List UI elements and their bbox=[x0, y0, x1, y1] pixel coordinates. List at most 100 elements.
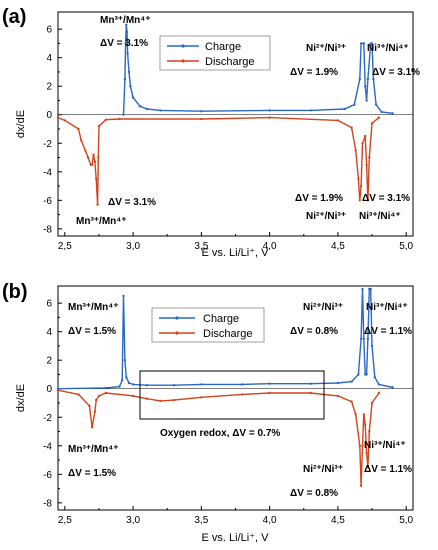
panel-a-xtick-label: 4,0 bbox=[263, 241, 277, 252]
panel-a-charge-point bbox=[362, 42, 365, 45]
panel-a-charge-point bbox=[127, 70, 131, 74]
panel-a: (a) 2,5 3,0 3,5 4,0 4,5 5,0 -8 -6 -4 -2 0 2 4 6 E vs.… bbox=[2, 6, 420, 259]
panel-b-discharge-point bbox=[90, 426, 94, 429]
panel-a-charge-point bbox=[125, 23, 128, 26]
panel-b-annot-mn-charge: Mn³⁺/Mn⁴⁺ bbox=[68, 302, 119, 313]
panel-a-annot-ni34-discharge-dv: ΔV = 3.1% bbox=[362, 193, 410, 204]
panel-a-discharge-point bbox=[358, 199, 361, 202]
panel-b-charge-point bbox=[369, 287, 372, 291]
panel-b-discharge-point bbox=[56, 389, 60, 392]
panel-a-discharge-point bbox=[359, 184, 363, 188]
panel-a-charge-point bbox=[365, 99, 368, 102]
panel-b-xtick-label: 5,0 bbox=[399, 515, 413, 526]
panel-a-discharge-point bbox=[370, 122, 374, 125]
panel-b-discharge-point bbox=[368, 430, 371, 433]
panel-a-charge-point bbox=[374, 103, 378, 106]
panel-b-ytick-label: 2 bbox=[46, 356, 52, 367]
panel-b-charge-point bbox=[122, 294, 125, 298]
panel-a-letter: (a) bbox=[2, 6, 26, 28]
panel-b-annot-ni23-charge-dv: ΔV = 0.8% bbox=[290, 326, 338, 337]
oxygen-redox-label: Oxygen redox, ΔV = 0.7% bbox=[160, 428, 280, 439]
panel-a-ytick-label: 6 bbox=[46, 25, 52, 36]
panel-a-charge-point bbox=[370, 42, 374, 45]
panel-a-annot-mn-charge: Mn³⁺/Mn⁴⁺ bbox=[100, 15, 151, 26]
panel-b-annot-ni34-discharge-dv: ΔV = 1.1% bbox=[364, 464, 412, 475]
panel-a-discharge-point bbox=[200, 117, 203, 121]
panel-a-discharge-line bbox=[57, 116, 380, 206]
panel-a-discharge-point bbox=[368, 156, 371, 159]
oxygen-redox-box bbox=[139, 370, 325, 420]
panel-b-ytick-label: -6 bbox=[43, 470, 52, 481]
panel-a-ticks: 2,5 3,0 3,5 4,0 4,5 5,0 -8 -6 -4 -2 0 2 4 6 bbox=[43, 25, 413, 252]
panel-b-annot-ni34-discharge: Ni³⁺/Ni⁴⁺ bbox=[364, 440, 406, 451]
panel-b-legend-discharge-marker bbox=[175, 331, 179, 335]
panel-b-ytick-label: 0 bbox=[46, 384, 52, 395]
panel-b-charge-point bbox=[145, 384, 148, 387]
panel-a-discharge-point bbox=[350, 126, 353, 129]
panel-a-discharge-point bbox=[364, 134, 367, 138]
panel-b-charge-point bbox=[200, 383, 203, 386]
panel-a-ytick-label: -6 bbox=[43, 196, 52, 207]
panel-a-xtick-label: 5,0 bbox=[399, 241, 413, 252]
panel-b-charge-point bbox=[172, 384, 176, 387]
panel-a-legend: Charge Discharge bbox=[159, 35, 271, 71]
panel-b-discharge-point bbox=[131, 394, 135, 398]
panel-b-annot-mn-discharge: Mn³⁺/Mn⁴⁺ bbox=[68, 444, 119, 455]
panel-a-discharge-point bbox=[357, 177, 360, 181]
panel-a-discharge-point bbox=[56, 116, 60, 119]
panel-b-charge-point bbox=[121, 379, 124, 382]
panel-b-legend-charge-label: Charge bbox=[203, 313, 239, 325]
panel-a-discharge-point bbox=[77, 127, 80, 131]
panel-a-discharge-point bbox=[118, 117, 121, 121]
panel-a-annot-ni23-charge-dv: ΔV = 1.9% bbox=[290, 67, 338, 78]
panel-a-charge-point bbox=[145, 107, 148, 111]
panel-a-xtick-label: 3,0 bbox=[126, 241, 140, 252]
panel-a-charge-point bbox=[122, 113, 125, 116]
panel-a-annot-ni23-discharge: Ni²⁺/Ni³⁺ bbox=[306, 211, 346, 222]
panel-a-charge-point bbox=[125, 30, 129, 34]
panel-b-discharge-point bbox=[361, 444, 364, 447]
panel-a-charge-point bbox=[138, 105, 142, 108]
panel-a-discharge-point bbox=[84, 149, 87, 152]
panel-b-charge-point bbox=[118, 385, 121, 388]
panel-b-discharge-point bbox=[366, 466, 370, 469]
panel-a-charge-point bbox=[358, 77, 361, 81]
panel-b-letter: (b) bbox=[2, 281, 28, 303]
panel-a-discharge-point bbox=[95, 177, 98, 181]
panel-b-legend-discharge-label: Discharge bbox=[203, 328, 253, 340]
panel-b-charge-point bbox=[125, 376, 128, 379]
panel-b-charge-point bbox=[370, 344, 374, 348]
panel-b-charge-point bbox=[127, 381, 131, 385]
panel-a-discharge-point bbox=[377, 116, 381, 119]
panel-a-legend-discharge-label: Discharge bbox=[205, 56, 255, 68]
panel-b-discharge-point bbox=[200, 396, 203, 399]
panel-b-discharge-point bbox=[159, 399, 162, 403]
panel-b-discharge-point bbox=[97, 394, 101, 398]
panel-a-charge-point bbox=[366, 77, 370, 81]
panel-b-xtick-label: 4,5 bbox=[331, 515, 345, 526]
panel-b-charge-point bbox=[131, 383, 135, 386]
panel-a-discharge-point bbox=[336, 119, 340, 122]
panel-b-ytick-label: 4 bbox=[46, 327, 52, 338]
panel-b-ytick-label: 6 bbox=[46, 299, 52, 310]
panel-b-charge-point bbox=[357, 373, 360, 376]
panel-b-ylabel: dx/dE bbox=[15, 384, 27, 412]
panel-b-charge-point bbox=[336, 381, 340, 385]
panel-b-discharge-point bbox=[77, 393, 80, 396]
panel-a-charge-point bbox=[124, 42, 127, 45]
panel-b-discharge-point bbox=[309, 391, 312, 395]
panel-b-charge-point bbox=[309, 382, 312, 385]
panel-a-xtick-label: 4,5 bbox=[331, 241, 345, 252]
panel-a-charge-point bbox=[391, 112, 394, 115]
panel-b-annot-ni23-discharge: Ni²⁺/Ni³⁺ bbox=[303, 464, 343, 475]
panel-a-annot-mn-discharge: Mn³⁺/Mn⁴⁺ bbox=[76, 216, 127, 227]
panel-a-charge-point bbox=[159, 109, 162, 112]
panel-b-charge-point bbox=[377, 383, 381, 386]
panel-a-charge-point bbox=[380, 110, 383, 114]
panel-a-discharge-point bbox=[90, 163, 94, 166]
panel-b-charge-point bbox=[365, 373, 368, 376]
panel-b-charge-point bbox=[366, 337, 370, 340]
panel-b-discharge-point bbox=[365, 451, 368, 455]
panel-a-ytick-label: -4 bbox=[43, 167, 52, 178]
